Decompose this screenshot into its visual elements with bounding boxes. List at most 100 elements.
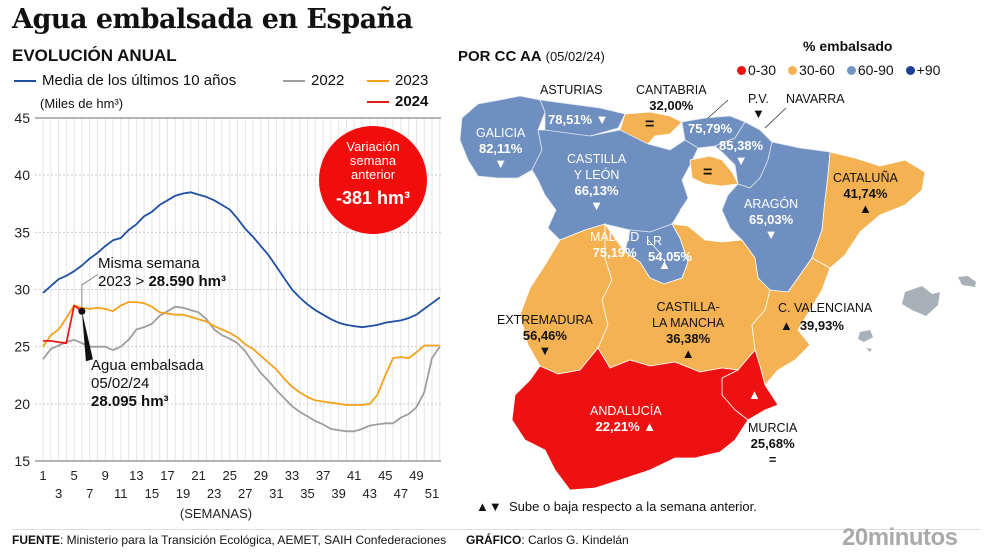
label-castilla-la-mancha: CASTILLA- LA MANCHA 36,38% ▲ xyxy=(652,300,725,361)
series-line-media-de-los-últimos-10-años xyxy=(42,191,441,329)
map-legend-item-0-30: 0-30 xyxy=(737,62,776,78)
annotation-current-value: 28.095 hm³ xyxy=(91,393,169,410)
label-extremadura: EXTREMADURA 56,46% ▼ xyxy=(497,312,593,357)
leader-line-la-rioja xyxy=(679,185,701,211)
label-navarra: NAVARRA xyxy=(786,92,845,106)
map-legend: 0-30 30-60 60-90 +90 xyxy=(737,62,940,78)
trend-up-icon: ▲ xyxy=(858,201,872,216)
x-axis: 1 5 9 13 17 21 25 29 33 37 41 45 493 7 11 15 19 23 27 31 35 3… xyxy=(39,468,439,501)
label-andalucia: ANDALUCÍA 22,21% ▲ xyxy=(590,403,662,435)
value-murcia: 25,68% xyxy=(750,436,795,451)
x-tick-label: 9 xyxy=(102,468,109,483)
x-tick-label: 47 xyxy=(394,486,408,501)
name-murcia: MURCIA xyxy=(748,421,798,435)
map-legend-title: % embalsado xyxy=(803,38,893,54)
series-line-2024 xyxy=(43,304,83,345)
region-c-valenciana[interactable] xyxy=(751,257,831,386)
region-cataluna[interactable] xyxy=(811,151,926,269)
label-aragon: ARAGÓN 65,03% ▼ xyxy=(744,196,798,241)
footer-credit: GRÁFICO: Carlos G. Kindelán xyxy=(466,533,629,547)
section-title-regions: POR CC AA (05/02/24) xyxy=(458,48,605,65)
trend-down-icon: ▼ xyxy=(590,198,603,213)
legend-item-2022: 2022 xyxy=(283,72,344,89)
value-cantabria: 32,00% xyxy=(649,98,694,113)
annotation-same-week-prefix: 2023 > xyxy=(98,273,149,290)
x-tick-label: 19 xyxy=(176,486,190,501)
value-pv: 75,79% xyxy=(688,121,732,137)
x-tick-label: 33 xyxy=(285,468,299,483)
x-tick-label: 17 xyxy=(160,468,174,483)
legend-label: 60-90 xyxy=(857,62,894,78)
trend-equal-icon: = xyxy=(645,116,655,133)
value-navarra: 85,38% ▼ xyxy=(719,138,763,167)
value-pv-text: 75,79% xyxy=(688,121,733,136)
annotation-current-title: Agua embalsada xyxy=(91,357,204,374)
annotation-leader-same-week xyxy=(81,274,98,312)
trend-up-icon: ▲ xyxy=(681,346,695,361)
region-baleares-menorca[interactable] xyxy=(958,276,976,287)
y-tick-label: 30 xyxy=(14,282,30,298)
legend-item-average: Media de los últimos 10 años xyxy=(14,72,236,89)
x-tick-label: 7 xyxy=(86,486,93,501)
bubble-line-2: semana xyxy=(349,153,397,168)
x-tick-label: 41 xyxy=(347,468,361,483)
y-tick-label: 45 xyxy=(14,110,30,126)
name-cantabria: CANTABRIA xyxy=(636,83,707,97)
legend-label: +90 xyxy=(916,62,941,78)
legend-label: 2023 xyxy=(395,72,429,89)
name-madrid: MADRID xyxy=(590,230,640,244)
trend-down-icon: ▼ xyxy=(595,112,609,127)
bubble-line-1: Variación xyxy=(346,139,400,154)
region-baleares-formentera[interactable] xyxy=(866,348,872,352)
x-tick-label: 45 xyxy=(378,468,392,483)
legend-item-2024: 2024 xyxy=(367,93,428,110)
region-baleares-mallorca[interactable] xyxy=(902,286,940,316)
x-axis-label: (SEMANAS) xyxy=(180,506,252,521)
legend-label: 2022 xyxy=(311,72,345,89)
x-tick-label: 27 xyxy=(238,486,252,501)
label-cataluna: CATALUÑA 41,74% ▲ xyxy=(833,170,898,215)
label-c-valenciana: C. VALENCIANA xyxy=(778,301,873,315)
value-castilla-leon: 66,13% xyxy=(574,183,619,198)
region-asturias[interactable] xyxy=(539,99,626,139)
leader-line-madrid xyxy=(647,239,663,256)
name-pv: P.V. xyxy=(748,92,769,106)
trend-note-text: Sube o baja respecto a la semana anterio… xyxy=(508,499,757,514)
leader-line-navarra xyxy=(764,107,787,129)
x-tick-label: 23 xyxy=(207,486,221,501)
legend-dot-icon xyxy=(846,65,856,75)
value-andalucia: 22,21% xyxy=(595,419,640,434)
trend-up-icon: ▲ xyxy=(658,257,671,272)
x-tick-label: 51 xyxy=(425,486,439,501)
trend-down-icon: ▼ xyxy=(752,106,765,121)
footer-credit-text: : Carlos G. Kindelán xyxy=(521,533,629,547)
trend-down-icon: ▼ xyxy=(494,156,508,171)
value-la-rioja: 54,05% xyxy=(648,249,693,264)
x-tick-label: 29 xyxy=(254,468,268,483)
section-title-regions-label: POR CC AA xyxy=(458,48,542,65)
trend-equal-icon: = xyxy=(769,453,777,467)
leader-line-pv xyxy=(707,99,729,119)
label-asturias: ASTURIAS xyxy=(540,83,603,97)
region-andalucia[interactable] xyxy=(511,347,749,491)
annotation-pointer-current xyxy=(81,311,93,362)
annotation-same-week-title: Misma semana xyxy=(98,255,200,272)
legend-label: 0-30 xyxy=(748,62,777,78)
map-legend-item-90: +90 xyxy=(905,62,941,78)
name-galicia: GALICIA xyxy=(476,126,526,140)
label-murcia: MURCIA 25,68% = xyxy=(748,420,797,468)
name-extremadura: EXTREMADURA xyxy=(497,313,593,327)
value-cataluna: 41,74% xyxy=(843,186,888,201)
x-tick-label: 13 xyxy=(129,468,143,483)
footer-source: FUENTE: Ministerio para la Transición Ec… xyxy=(12,533,446,547)
legend-dot-icon xyxy=(788,65,798,75)
footer-credit-label: GRÁFICO xyxy=(466,533,522,547)
value-galicia: 82,11% xyxy=(478,141,523,156)
bubble-line-3: anterior xyxy=(350,167,396,182)
annotation-same-week: Misma semana 2023 > 28.590 hm³ xyxy=(98,255,226,291)
region-baleares-ibiza[interactable] xyxy=(858,330,873,342)
label-cantabria: CANTABRIA 32,00% xyxy=(636,82,707,114)
name-aragon: ARAGÓN xyxy=(744,197,799,211)
map-date: (05/02/24) xyxy=(545,49,605,64)
